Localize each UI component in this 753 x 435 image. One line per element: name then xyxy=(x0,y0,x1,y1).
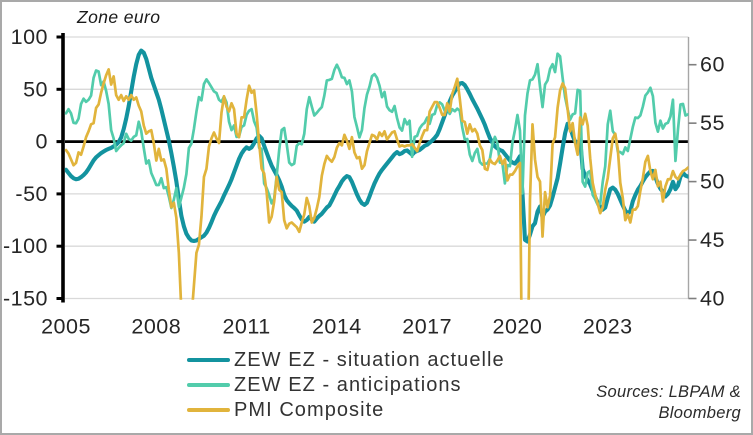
right-axis-label: 60 xyxy=(700,53,725,77)
x-axis-label: 2008 xyxy=(131,315,181,339)
legend-item-situation: ZEW EZ - situation actuelle xyxy=(187,348,505,373)
legend-swatch-pmi xyxy=(187,408,230,412)
x-axis-label: 2023 xyxy=(583,315,633,339)
x-axis-labels: 2005 2008 2011 2014 2017 2020 2023 xyxy=(41,315,633,339)
right-axis-label: 55 xyxy=(700,111,725,135)
right-axis-label: 50 xyxy=(700,170,725,194)
x-axis-label: 2020 xyxy=(493,315,543,339)
x-axis-label: 2005 xyxy=(41,315,91,339)
legend-swatch-situation xyxy=(187,357,230,363)
series-line-1 xyxy=(64,52,689,210)
x-axis-label: 2011 xyxy=(222,315,270,339)
source-line-2: Bloomberg xyxy=(658,403,741,422)
right-axis-label: 40 xyxy=(700,287,725,311)
right-axis: 60 55 50 45 40 xyxy=(687,37,725,311)
chart-title: Zone euro xyxy=(77,7,161,27)
left-axis-label: -150 xyxy=(3,287,48,311)
left-axis-label: 0 xyxy=(36,130,48,154)
left-axis-label: -50 xyxy=(15,182,48,206)
legend-label-situation: ZEW EZ - situation actuelle xyxy=(234,348,505,371)
left-axis-label: 100 xyxy=(11,25,48,49)
x-axis-label: 2014 xyxy=(312,315,362,339)
left-axis-label: 50 xyxy=(23,77,48,101)
legend-item-anticipations: ZEW EZ - anticipations xyxy=(187,373,505,398)
legend-label-pmi: PMI Composite xyxy=(234,398,385,421)
right-axis-label: 45 xyxy=(700,228,725,252)
series-line-0 xyxy=(64,48,689,244)
left-axis-label: -100 xyxy=(3,234,48,258)
left-axis: 100 50 0 -50 -100 -150 xyxy=(3,25,65,311)
series-line-2 xyxy=(64,68,689,300)
legend-label-anticipations: ZEW EZ - anticipations xyxy=(234,373,462,396)
x-axis-label: 2017 xyxy=(402,315,452,339)
source-line-1: Sources: LBPAM & xyxy=(596,383,741,401)
legend: ZEW EZ - situation actuelle ZEW EZ - ant… xyxy=(187,348,505,423)
source-note: Sources: LBPAM & Bloomberg xyxy=(596,382,741,423)
legend-item-pmi: PMI Composite xyxy=(187,398,505,423)
legend-swatch-anticipations xyxy=(187,383,230,387)
